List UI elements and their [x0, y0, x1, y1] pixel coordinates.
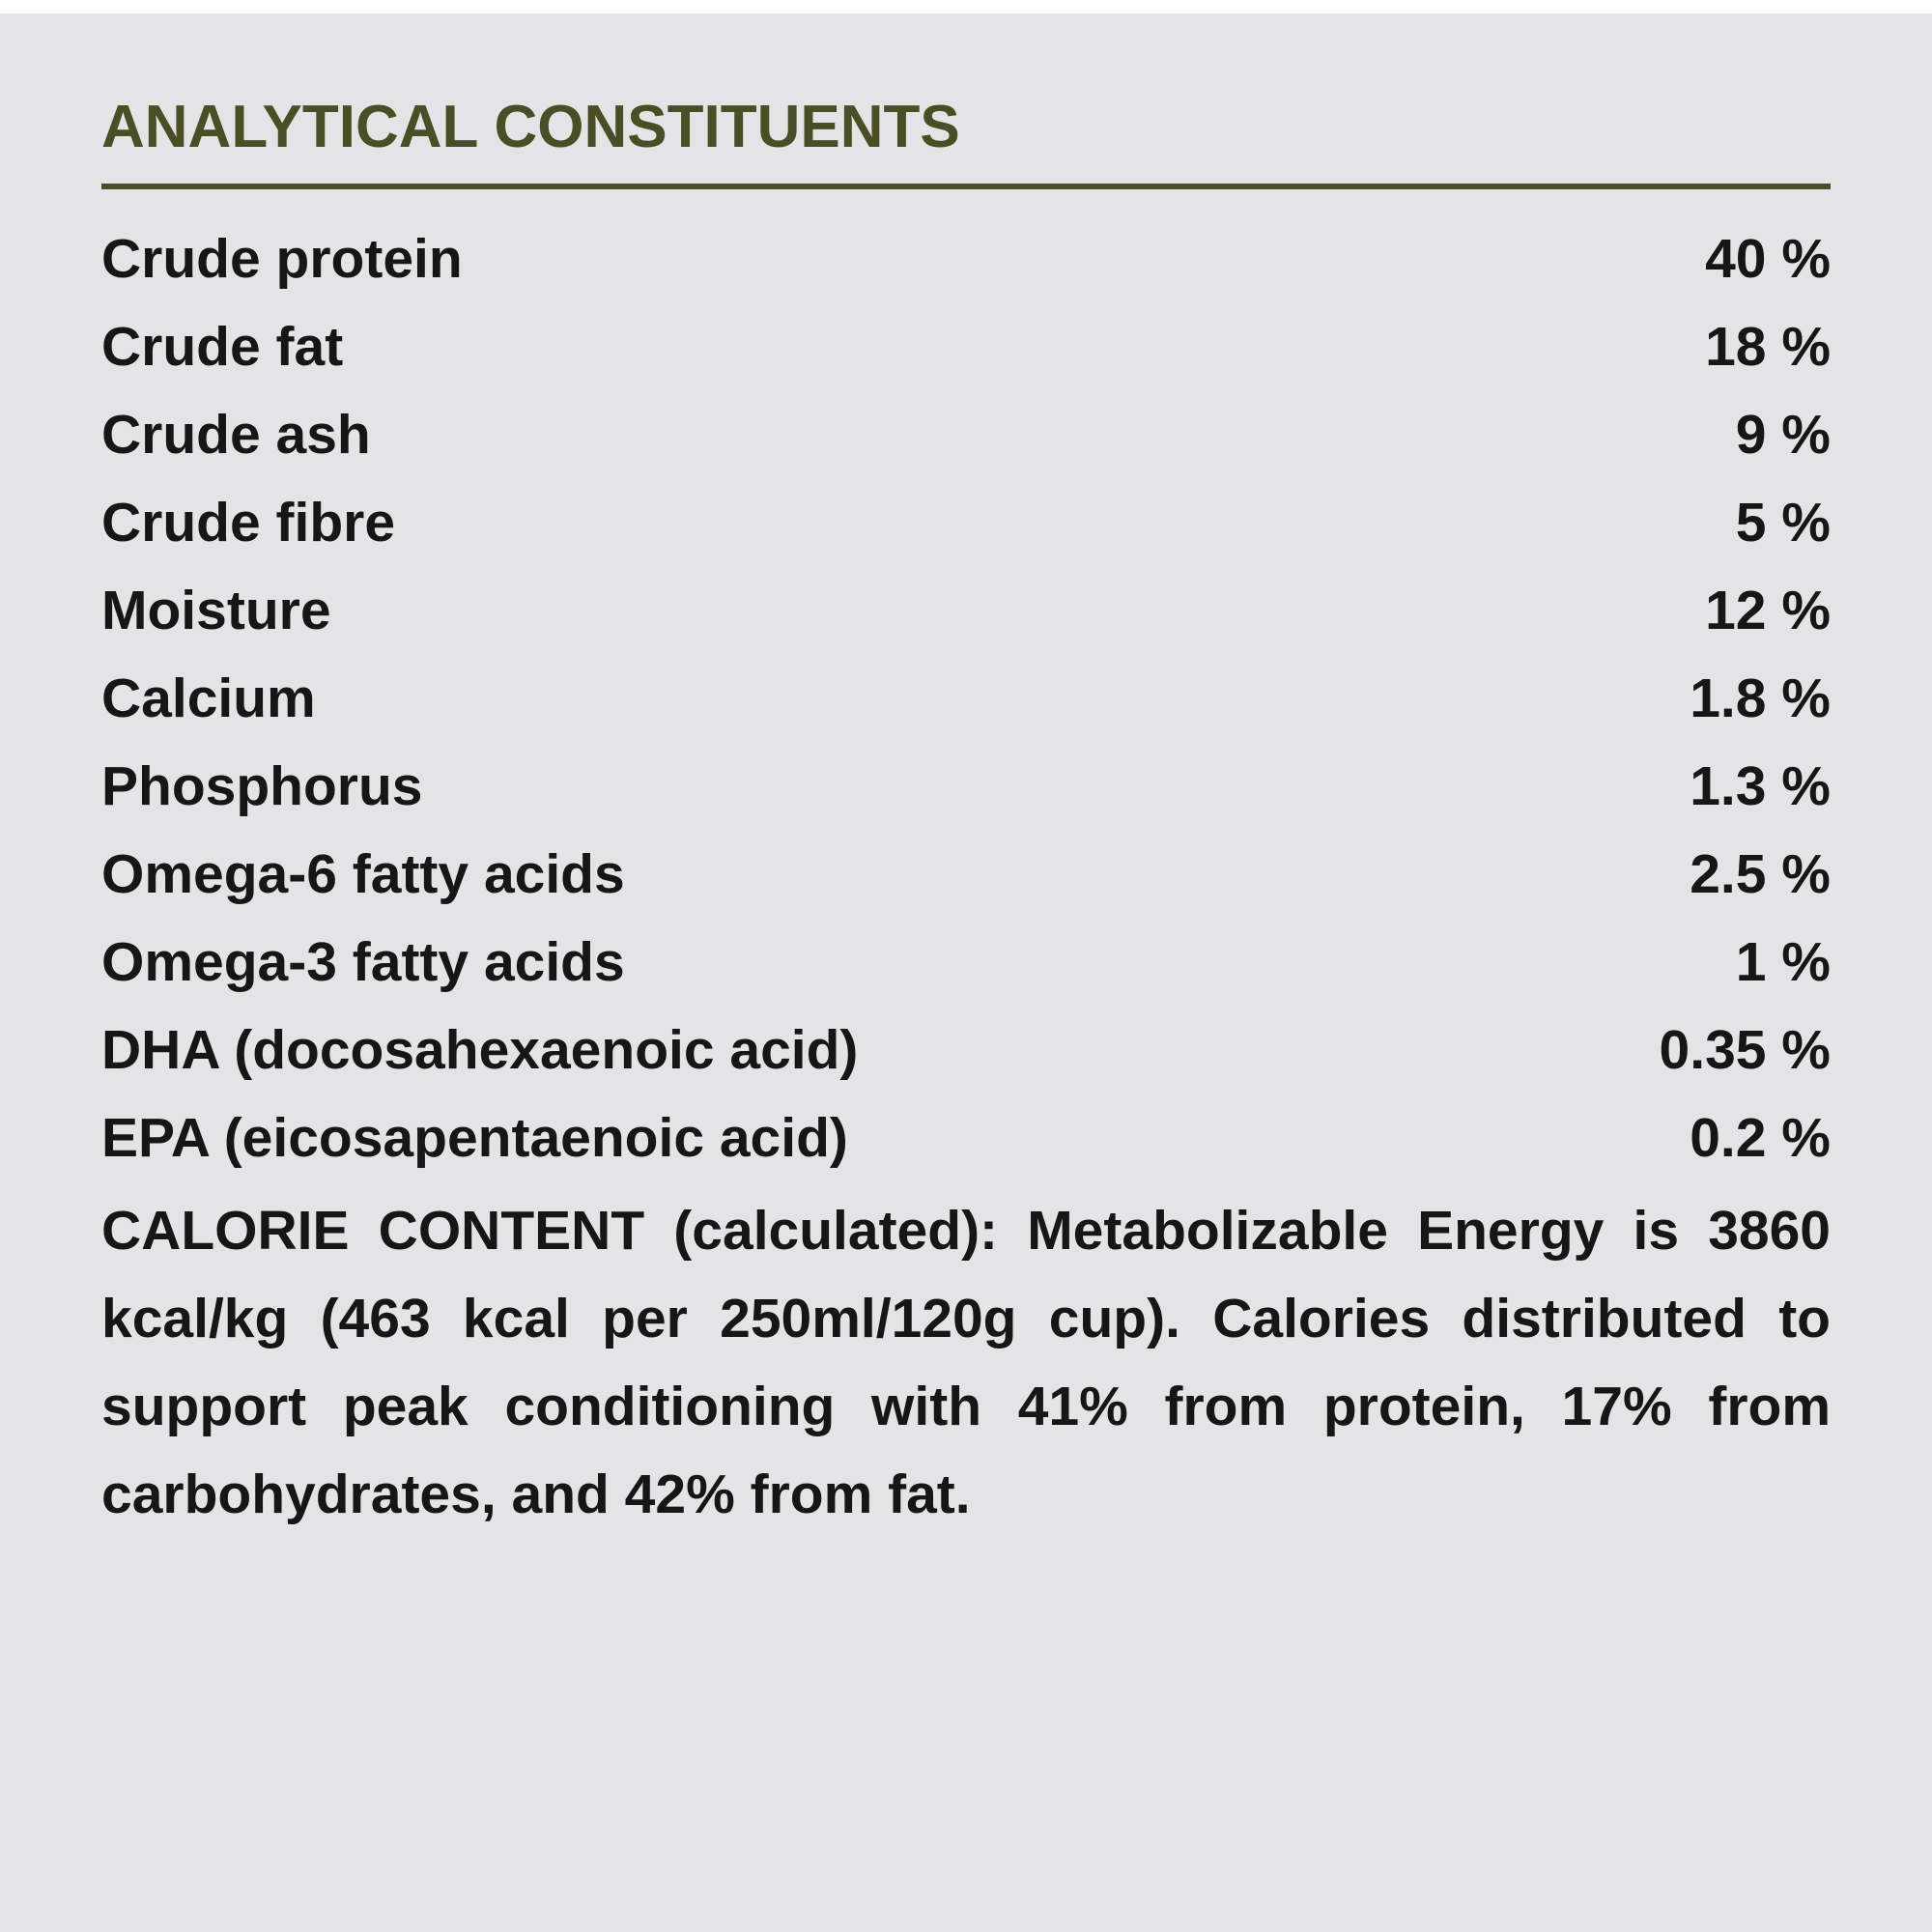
constituent-value: 9 %	[1735, 403, 1831, 466]
constituent-label: Calcium	[101, 667, 316, 729]
table-row: Phosphorus 1.3 %	[101, 742, 1831, 830]
constituent-label: EPA (eicosapentaenoic acid)	[101, 1106, 848, 1169]
constituent-value: 40 %	[1705, 227, 1831, 290]
constituent-label: DHA (docosahexaenoic acid)	[101, 1018, 859, 1081]
constituent-value: 1.3 %	[1690, 754, 1831, 817]
table-row: Crude protein 40 %	[101, 214, 1831, 302]
constituent-value: 5 %	[1735, 491, 1831, 554]
table-row: Calcium 1.8 %	[101, 654, 1831, 742]
constituent-value: 1.8 %	[1690, 667, 1831, 729]
table-row: DHA (docosahexaenoic acid) 0.35 %	[101, 1006, 1831, 1094]
table-row: Omega-6 fatty acids 2.5 %	[101, 830, 1831, 918]
constituent-label: Omega-3 fatty acids	[101, 930, 625, 993]
table-row: Crude fibre 5 %	[101, 478, 1831, 566]
constituent-label: Phosphorus	[101, 754, 423, 817]
analytical-constituents-section: ANALYTICAL CONSTITUENTS Crude protein 40…	[101, 94, 1831, 1525]
constituent-label: Crude ash	[101, 403, 371, 466]
constituent-value: 2.5 %	[1690, 842, 1831, 905]
table-row: Moisture 12 %	[101, 566, 1831, 654]
constituent-label: Moisture	[101, 579, 331, 641]
constituent-label: Crude fibre	[101, 491, 396, 554]
constituent-label: Crude fat	[101, 315, 344, 378]
table-row: Omega-3 fatty acids 1 %	[101, 918, 1831, 1006]
constituent-value: 0.35 %	[1659, 1018, 1831, 1081]
top-white-strip	[0, 0, 1932, 14]
title-divider	[101, 184, 1831, 189]
section-title: ANALYTICAL CONSTITUENTS	[101, 94, 960, 160]
constituent-value: 12 %	[1705, 579, 1831, 641]
constituent-value: 18 %	[1705, 315, 1831, 378]
table-row: Crude fat 18 %	[101, 302, 1831, 390]
table-row: Crude ash 9 %	[101, 390, 1831, 478]
table-row: EPA (eicosapentaenoic acid) 0.2 %	[101, 1094, 1831, 1181]
calorie-content-paragraph: CALORIE CONTENT (calculated): Metaboliza…	[101, 1200, 1831, 1525]
constituent-label: Crude protein	[101, 227, 463, 290]
constituents-table: Crude protein 40 % Crude fat 18 % Crude …	[101, 214, 1831, 1181]
constituent-value: 0.2 %	[1690, 1106, 1831, 1169]
constituent-label: Omega-6 fatty acids	[101, 842, 625, 905]
constituent-value: 1 %	[1735, 930, 1831, 993]
